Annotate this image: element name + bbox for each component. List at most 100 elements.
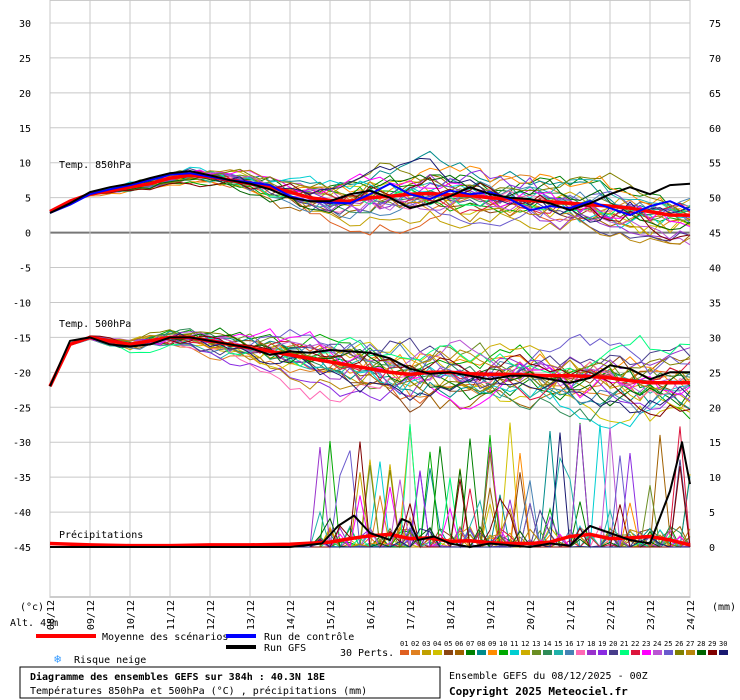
left-tick-label: -5 <box>19 264 31 275</box>
legend-snow-label: Risque neige <box>74 655 146 666</box>
right-tick-label: 0 <box>709 543 715 554</box>
pert-legend-swatch <box>653 650 662 655</box>
label-t500: Temp. 500hPa <box>59 319 131 330</box>
left-tick-label: 0 <box>25 229 31 240</box>
left-axis: 30 25 20 15 10 5 0 -5 -10 -15 -20 -25 -30 -35 -40 -45 <box>13 19 31 554</box>
right-tick-label: 50 <box>709 194 721 205</box>
left-unit: (°c) <box>20 602 44 613</box>
copyright: Copyright 2025 Meteociel.fr <box>449 685 628 698</box>
left-tick-label: -40 <box>13 508 31 519</box>
left-tick-label: 20 <box>19 89 31 100</box>
x-tick-label: 21/12 <box>566 600 577 630</box>
x-tick-label: 15/12 <box>326 600 337 630</box>
right-tick-label: 15 <box>709 438 721 449</box>
right-tick-label: 60 <box>709 124 721 135</box>
pert-legend-number: 28 <box>697 640 705 648</box>
pert-legend-number: 18 <box>587 640 595 648</box>
pert-legend-number: 13 <box>532 640 540 648</box>
left-tick-label: 15 <box>19 124 31 135</box>
pert-legend-number: 27 <box>686 640 694 648</box>
pert-legend-swatch <box>499 650 508 655</box>
pert-legend-swatch <box>598 650 607 655</box>
right-tick-label: 40 <box>709 264 721 275</box>
pert-legend-number: 29 <box>708 640 716 648</box>
pert-legend-number: 24 <box>653 640 661 648</box>
x-tick-label: 18/12 <box>446 600 457 630</box>
pert-legend-number: 03 <box>422 640 430 648</box>
pert-legend-swatch <box>554 650 563 655</box>
pert-legend-swatch <box>708 650 717 655</box>
pert-legend-swatch <box>422 650 431 655</box>
right-tick-label: 65 <box>709 89 721 100</box>
right-tick-label: 75 <box>709 19 721 30</box>
grid <box>49 0 691 598</box>
pert-legend-swatch <box>510 650 519 655</box>
series-line-t500 <box>48 335 690 388</box>
chart-title: Diagramme des ensembles GEFS sur 384h : … <box>30 671 325 683</box>
label-precip: Précipitations <box>59 529 143 541</box>
pert-legend-swatch <box>411 650 420 655</box>
left-tick-label: 30 <box>19 19 31 30</box>
left-tick-label: -35 <box>13 473 31 484</box>
pert-legend-swatch <box>719 650 728 655</box>
right-tick-label: 20 <box>709 403 721 414</box>
pert-legend-swatch <box>576 650 585 655</box>
series-line-t850 <box>49 172 691 217</box>
pert-legend-number: 07 <box>466 640 474 648</box>
x-tick-label: 10/12 <box>126 600 137 630</box>
pert-legend-swatch <box>620 650 629 655</box>
pert-legend-swatch <box>587 650 596 655</box>
right-tick-label: 25 <box>709 368 721 379</box>
x-axis: 08/12 09/12 10/12 11/12 12/12 13/12 14/12 15/12… <box>46 600 697 630</box>
left-tick-label: 25 <box>19 54 31 65</box>
pert-legend-number: 23 <box>642 640 650 648</box>
pert-line-t850 <box>49 162 691 216</box>
left-tick-label: 10 <box>19 159 31 170</box>
right-unit: (mm) <box>712 602 736 613</box>
pert-legend-swatch <box>609 650 618 655</box>
pert-legend-swatch <box>642 650 651 655</box>
left-tick-label: -10 <box>13 298 31 309</box>
right-tick-label: 30 <box>709 333 721 344</box>
pert-legend-number: 02 <box>411 640 419 648</box>
pert-legend-number: 16 <box>565 640 573 648</box>
pert-legend-swatch <box>433 650 442 655</box>
left-tick-label: -25 <box>13 403 31 414</box>
pert-legend-number: 15 <box>554 640 562 648</box>
pert-legend-number: 08 <box>477 640 485 648</box>
legend-gfs-label: Run GFS <box>264 643 306 654</box>
x-tick-label: 20/12 <box>526 600 537 630</box>
pert-legend-swatch <box>455 650 464 655</box>
chart-subtitle: Températures 850hPa et 500hPa (°C) , pré… <box>30 685 367 697</box>
right-tick-label: 35 <box>709 298 721 309</box>
right-tick-label: 70 <box>709 54 721 65</box>
legend-mean-label: Moyenne des scénarios <box>102 631 228 643</box>
pert-legend-number: 26 <box>675 640 683 648</box>
pert-legend-number: 25 <box>664 640 672 648</box>
x-tick-label: 17/12 <box>406 600 417 630</box>
x-tick-label: 11/12 <box>166 600 177 630</box>
pert-legend-swatch <box>477 650 486 655</box>
pert-legend-swatch <box>631 650 640 655</box>
perts-label: 30 Perts. <box>340 648 394 659</box>
x-tick-label: 12/12 <box>206 600 217 630</box>
pert-legend-swatch <box>444 650 453 655</box>
left-tick-label: -15 <box>13 333 31 344</box>
label-t850: Temp. 850hPa <box>59 160 131 171</box>
pert-legend-number: 12 <box>521 640 529 648</box>
left-tick-label: 5 <box>25 194 31 205</box>
right-tick-label: 10 <box>709 473 721 484</box>
pert-line-t850 <box>49 174 691 231</box>
pert-legend-swatch <box>400 650 409 655</box>
pert-legend-swatch <box>543 650 552 655</box>
series-line-precip <box>50 441 691 548</box>
x-tick-label: 23/12 <box>646 600 657 630</box>
pert-legend-number: 19 <box>598 640 606 648</box>
x-tick-label: 14/12 <box>286 600 297 630</box>
right-tick-label: 55 <box>709 159 721 170</box>
left-tick-label: -20 <box>13 368 31 379</box>
right-tick-label: 5 <box>709 508 715 519</box>
left-tick-label: -30 <box>13 438 31 449</box>
pert-legend-number: 06 <box>455 640 463 648</box>
